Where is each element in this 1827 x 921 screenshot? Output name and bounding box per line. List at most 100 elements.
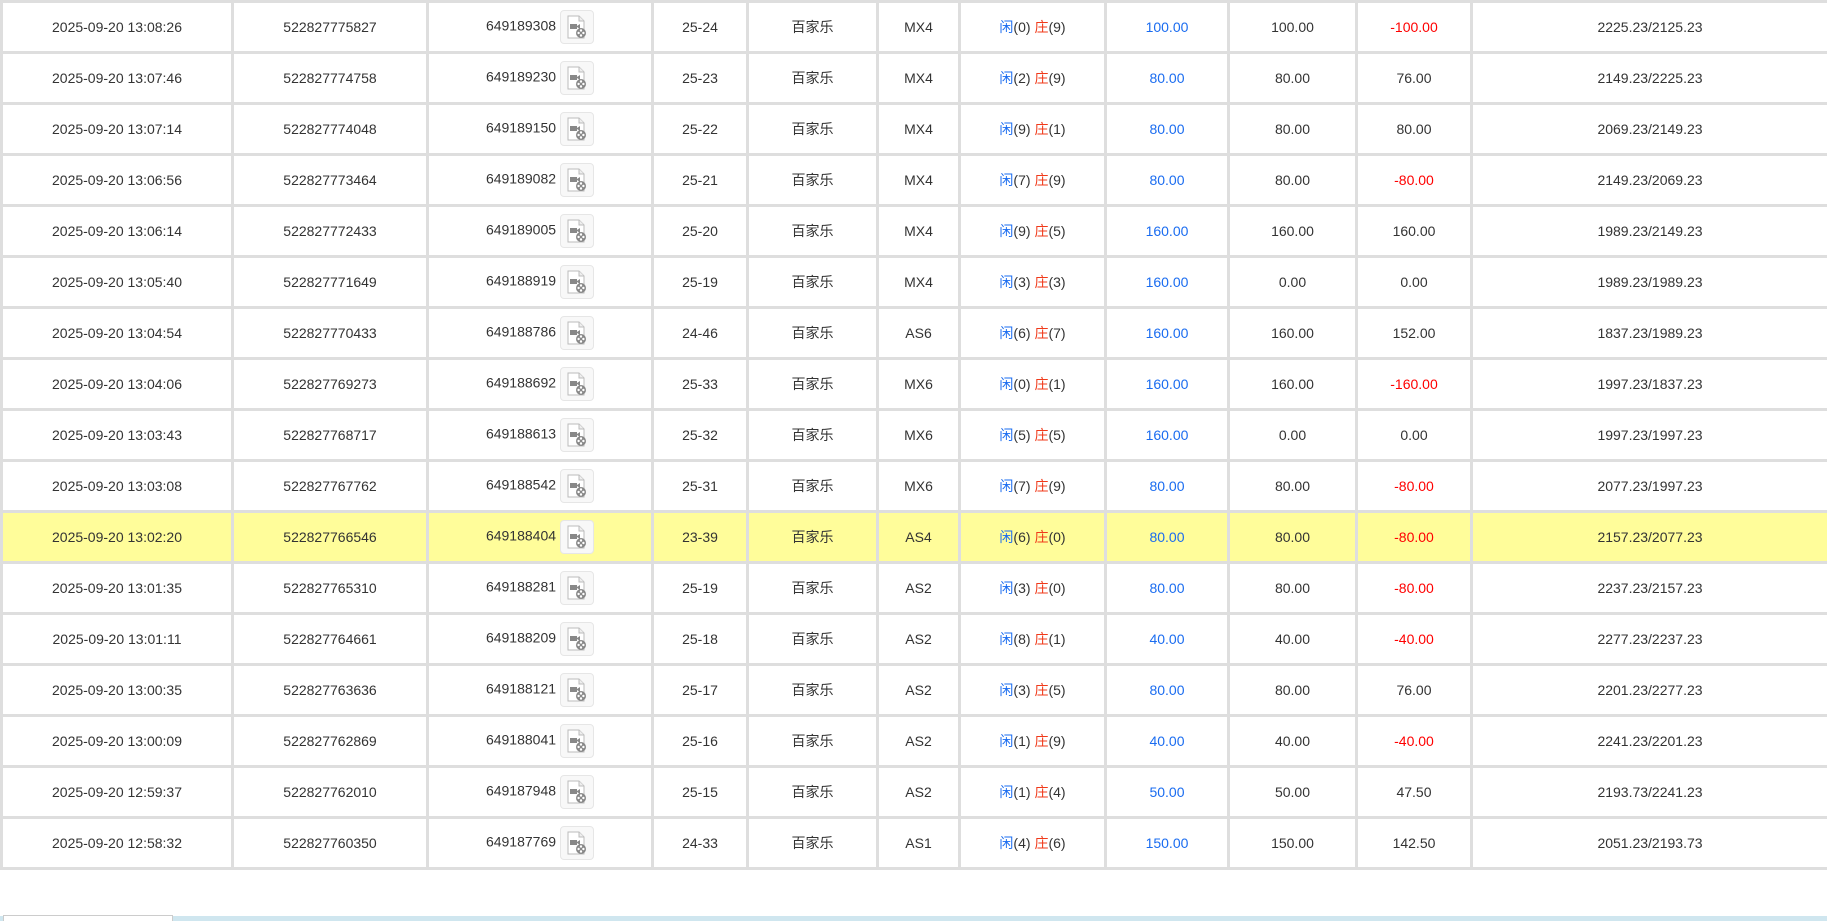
balance-change: 2077.23/1997.23 — [1470, 459, 1827, 513]
video-file-icon[interactable] — [560, 61, 595, 95]
banker-label: 庄 — [1034, 19, 1049, 35]
game-name: 百家乐 — [746, 765, 879, 819]
table-code: MX4 — [876, 255, 961, 309]
player-score: 7 — [1018, 172, 1026, 188]
round-number: 649188404 — [485, 527, 557, 544]
win-loss: -80.00 — [1355, 459, 1473, 513]
table-row: 2025-09-20 13:07:14 522827774048 649189150… — [0, 102, 1827, 156]
win-loss: 76.00 — [1355, 663, 1473, 717]
shoe-round: 25-19 — [651, 561, 749, 615]
player-label: 闲 — [999, 121, 1014, 137]
game-name: 百家乐 — [746, 714, 879, 768]
banker-score: 7 — [1053, 325, 1061, 341]
banker-score: 1 — [1053, 376, 1061, 392]
game-name: 百家乐 — [746, 612, 879, 666]
video-file-icon[interactable] — [560, 316, 595, 350]
video-file-icon[interactable] — [560, 367, 595, 401]
bet-time: 2025-09-20 13:00:35 — [0, 663, 234, 717]
game-name: 百家乐 — [746, 255, 879, 309]
valid-bet: 150.00 — [1227, 816, 1358, 870]
result-cell: 闲(9) 庄(5) — [958, 204, 1107, 258]
video-file-icon[interactable] — [560, 469, 595, 503]
video-file-icon[interactable] — [560, 163, 595, 197]
order-number: 522827765310 — [231, 561, 429, 615]
video-file-icon[interactable] — [560, 826, 595, 860]
scrollbar-thumb[interactable] — [3, 915, 173, 921]
bet-amount: 150.00 — [1104, 816, 1230, 870]
bet-amount: 80.00 — [1104, 561, 1230, 615]
video-file-icon[interactable] — [560, 214, 595, 248]
win-loss: -100.00 — [1355, 0, 1473, 54]
banker-score: 9 — [1053, 478, 1061, 494]
banker-label: 庄 — [1034, 223, 1049, 239]
order-number: 522827764661 — [231, 612, 429, 666]
player-label: 闲 — [999, 733, 1014, 749]
banker-score: 6 — [1053, 835, 1061, 851]
game-name: 百家乐 — [746, 663, 879, 717]
game-name: 百家乐 — [746, 204, 879, 258]
banker-score: 5 — [1053, 427, 1061, 443]
round-cell: 649188041 — [426, 714, 654, 768]
bet-time: 2025-09-20 13:01:35 — [0, 561, 234, 615]
round-number: 649188542 — [485, 476, 557, 493]
game-name: 百家乐 — [746, 153, 879, 207]
table-code: AS2 — [876, 663, 961, 717]
valid-bet: 40.00 — [1227, 612, 1358, 666]
balance-change: 2241.23/2201.23 — [1470, 714, 1827, 768]
win-loss: 152.00 — [1355, 306, 1473, 360]
player-label: 闲 — [999, 376, 1014, 392]
bet-records-table: 2025-09-20 13:08:26 522827775827 649189308… — [0, 0, 1827, 870]
video-file-icon[interactable] — [560, 265, 595, 299]
banker-score: 4 — [1053, 784, 1061, 800]
balance-change: 1837.23/1989.23 — [1470, 306, 1827, 360]
round-number: 649188786 — [485, 323, 557, 340]
video-file-icon[interactable] — [560, 775, 595, 809]
shoe-round: 25-24 — [651, 0, 749, 54]
order-number: 522827760350 — [231, 816, 429, 870]
balance-change: 2277.23/2237.23 — [1470, 612, 1827, 666]
game-name: 百家乐 — [746, 561, 879, 615]
video-file-icon[interactable] — [560, 418, 595, 452]
table-code: MX6 — [876, 357, 961, 411]
bet-amount: 160.00 — [1104, 306, 1230, 360]
video-file-icon[interactable] — [560, 622, 595, 656]
video-file-icon[interactable] — [560, 724, 595, 758]
shoe-round: 25-18 — [651, 612, 749, 666]
banker-score: 9 — [1053, 172, 1061, 188]
result-cell: 闲(0) 庄(9) — [958, 0, 1107, 54]
round-number: 649187769 — [485, 833, 557, 850]
table-code: MX4 — [876, 0, 961, 54]
table-code: AS2 — [876, 612, 961, 666]
result-cell: 闲(1) 庄(9) — [958, 714, 1107, 768]
round-cell: 649189308 — [426, 0, 654, 54]
order-number: 522827770433 — [231, 306, 429, 360]
player-score: 5 — [1018, 427, 1026, 443]
video-file-icon[interactable] — [560, 673, 595, 707]
video-file-icon[interactable] — [560, 10, 595, 44]
balance-change: 2201.23/2277.23 — [1470, 663, 1827, 717]
video-file-icon[interactable] — [560, 520, 595, 554]
game-name: 百家乐 — [746, 306, 879, 360]
round-cell: 649189230 — [426, 51, 654, 105]
balance-change: 2051.23/2193.73 — [1470, 816, 1827, 870]
bet-time: 2025-09-20 13:02:20 — [0, 510, 234, 564]
result-cell: 闲(5) 庄(5) — [958, 408, 1107, 462]
table-code: AS6 — [876, 306, 961, 360]
table-code: AS2 — [876, 561, 961, 615]
shoe-round: 25-16 — [651, 714, 749, 768]
horizontal-scrollbar[interactable] — [0, 915, 1827, 921]
result-cell: 闲(2) 庄(9) — [958, 51, 1107, 105]
bet-time: 2025-09-20 13:08:26 — [0, 0, 234, 54]
bet-time: 2025-09-20 13:07:46 — [0, 51, 234, 105]
round-cell: 649189005 — [426, 204, 654, 258]
round-cell: 649188542 — [426, 459, 654, 513]
bet-amount: 80.00 — [1104, 51, 1230, 105]
shoe-round: 25-19 — [651, 255, 749, 309]
table-row: 2025-09-20 13:01:11 522827764661 649188209… — [0, 612, 1827, 666]
video-file-icon[interactable] — [560, 571, 595, 605]
valid-bet: 50.00 — [1227, 765, 1358, 819]
balance-change: 1989.23/2149.23 — [1470, 204, 1827, 258]
result-cell: 闲(3) 庄(0) — [958, 561, 1107, 615]
video-file-icon[interactable] — [560, 112, 595, 146]
valid-bet: 80.00 — [1227, 663, 1358, 717]
